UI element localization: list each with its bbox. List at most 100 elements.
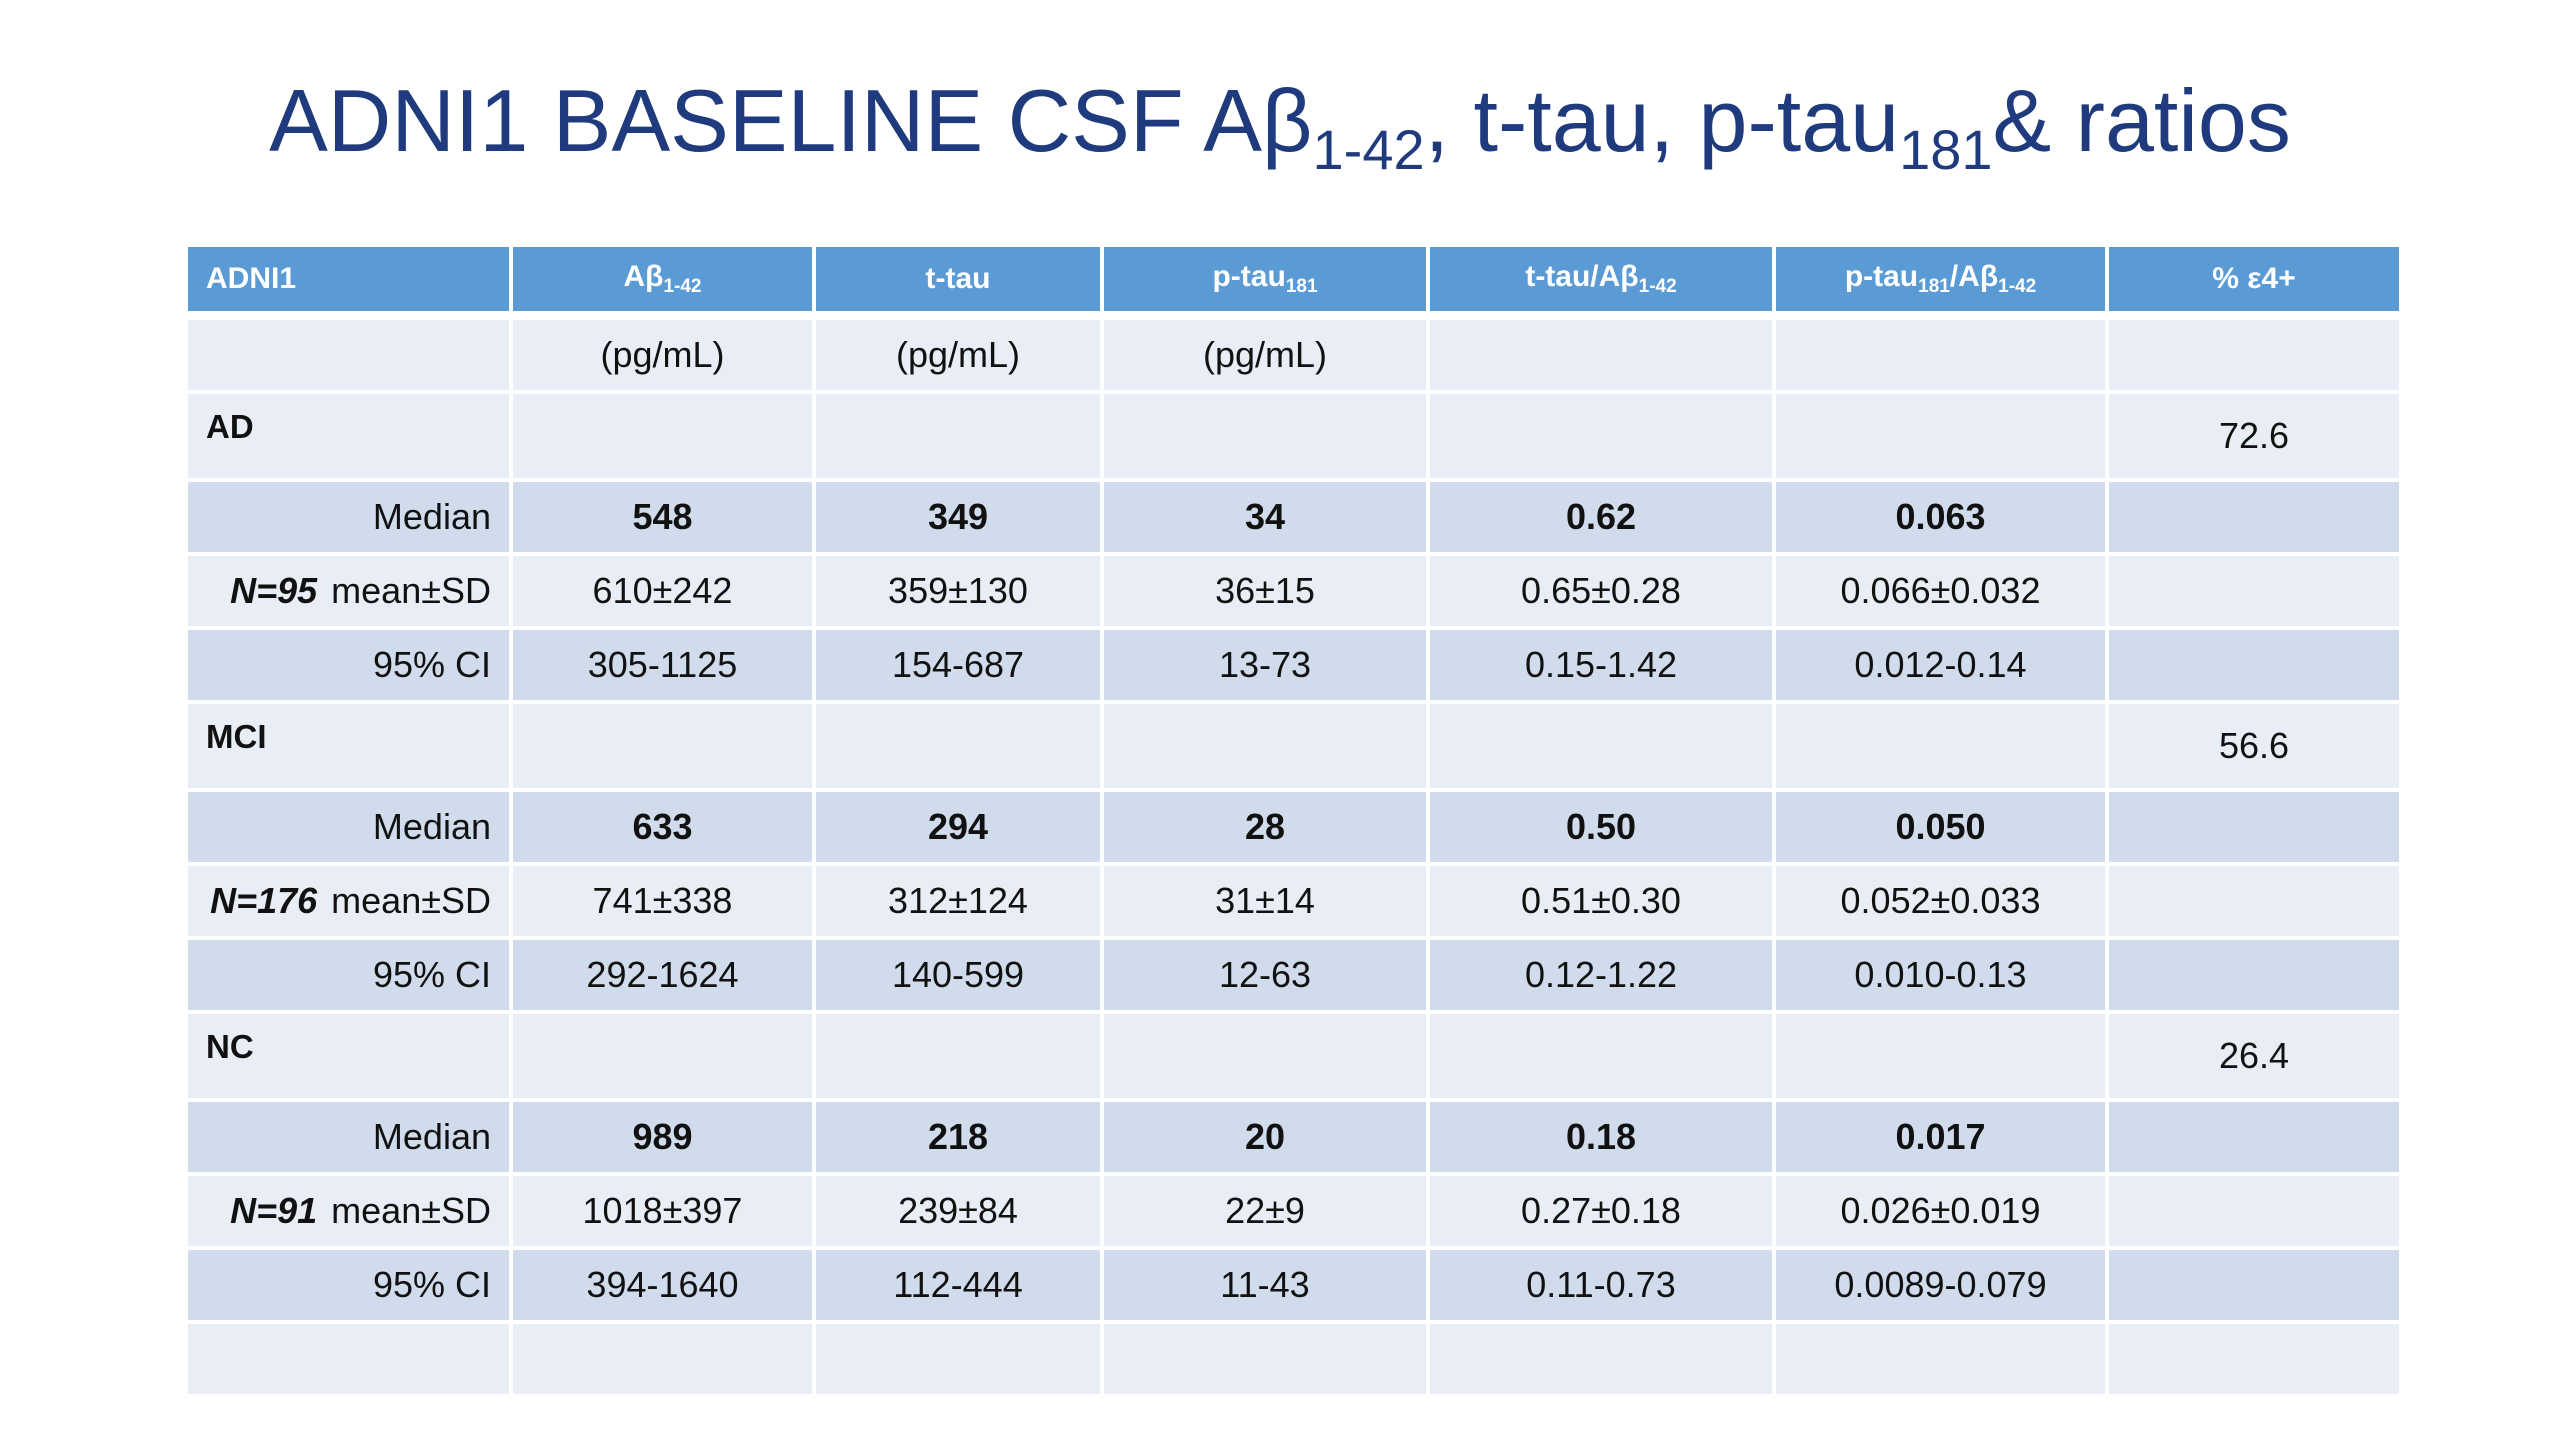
header-text: p-tau — [1844, 260, 1919, 293]
group-n: N=91 — [230, 1190, 318, 1231]
value-cell: 31±14 — [1100, 862, 1430, 940]
stat-label: Median — [372, 1116, 491, 1157]
header-cell: ADNI1 — [184, 243, 513, 320]
header-text: 1-42 — [1998, 276, 2037, 297]
value-cell: 0.11-0.73 — [1426, 1246, 1776, 1324]
data-table: ADNI1 Aβ1-42 t-tau p-tau181 t-tau/Aβ1-42 p-ta… — [184, 243, 2403, 1398]
title-part: 1-42 — [1312, 118, 1425, 181]
cell — [1100, 390, 1430, 482]
row-label: 95% CI — [184, 1246, 513, 1324]
value-cell: 610±242 — [509, 552, 816, 630]
table-row — [184, 1320, 2403, 1398]
table-row: N=91 mean±SD 1018±397 239±84 22±9 0.27±0.18 0.… — [184, 1172, 2403, 1250]
cell — [509, 700, 816, 792]
value-cell: 0.18 — [1426, 1098, 1776, 1176]
value-cell: 633 — [509, 788, 816, 866]
table-row: (pg/mL) (pg/mL) (pg/mL) — [184, 313, 2403, 394]
cell — [509, 1320, 816, 1398]
cell — [1100, 1010, 1430, 1102]
title: ADNI1 BASELINE CSF Aβ1-42, t-tau, p-tau1… — [0, 70, 2560, 182]
title-part: ADNI1 BASELINE CSF Aβ — [269, 71, 1313, 170]
cell — [1426, 1320, 1776, 1398]
cell — [509, 390, 816, 482]
header-cell: t-tau — [812, 243, 1104, 320]
cell — [2105, 936, 2403, 1014]
stat-label: Median — [372, 806, 491, 847]
cell — [1426, 313, 1776, 394]
value-cell: 34 — [1100, 478, 1430, 556]
cell — [2105, 478, 2403, 556]
value-cell: 11-43 — [1100, 1246, 1430, 1324]
value-cell: 36±15 — [1100, 552, 1430, 630]
value-cell: 0.15-1.42 — [1426, 626, 1776, 704]
cell — [1772, 1320, 2109, 1398]
cell — [1100, 1320, 1430, 1398]
group-name: NC — [184, 1010, 513, 1102]
table-row: MCI 56.6 — [184, 700, 2403, 792]
value-cell: 13-73 — [1100, 626, 1430, 704]
cell — [1772, 1010, 2109, 1102]
stat-label: mean±SD — [331, 570, 491, 611]
cell — [1426, 1010, 1776, 1102]
row-label: 95% CI — [184, 626, 513, 704]
value-cell: 741±338 — [509, 862, 816, 940]
cell — [184, 1320, 513, 1398]
value-cell: 394-1640 — [509, 1246, 816, 1324]
group-n: N=95 — [230, 570, 318, 611]
value-cell: 0.010-0.13 — [1772, 936, 2109, 1014]
value-cell: 0.0089-0.079 — [1772, 1246, 2109, 1324]
value-cell: 0.026±0.019 — [1772, 1172, 2109, 1250]
value-cell: 0.052±0.033 — [1772, 862, 2109, 940]
header-text: 181 — [1285, 276, 1318, 297]
table-row: NC 26.4 — [184, 1010, 2403, 1102]
cell — [2105, 552, 2403, 630]
stat-label: 95% CI — [372, 644, 491, 685]
cell — [1772, 390, 2109, 482]
cell — [812, 700, 1104, 792]
value-cell: 140-599 — [812, 936, 1104, 1014]
value-cell: 12-63 — [1100, 936, 1430, 1014]
cell — [812, 390, 1104, 482]
group-name: MCI — [184, 700, 513, 792]
value-cell: 292-1624 — [509, 936, 816, 1014]
cell — [1426, 700, 1776, 792]
value-cell: 548 — [509, 478, 816, 556]
stat-label: mean±SD — [331, 1190, 491, 1231]
cell — [812, 1010, 1104, 1102]
header-cell: p-tau181 — [1100, 243, 1430, 320]
pct-e4: 72.6 — [2105, 390, 2403, 482]
cell — [2105, 1246, 2403, 1324]
value-cell: 305-1125 — [509, 626, 816, 704]
table-row: 95% CI 305-1125 154-687 13-73 0.15-1.42 0.012… — [184, 626, 2403, 704]
header-text: Aβ — [623, 260, 664, 293]
title-part: 181 — [1899, 118, 1993, 181]
cell — [2105, 788, 2403, 866]
value-cell: 218 — [812, 1098, 1104, 1176]
cell — [2105, 626, 2403, 704]
value-cell: 0.066±0.032 — [1772, 552, 2109, 630]
cell — [2105, 1320, 2403, 1398]
table-row: ADNI1 Aβ1-42 t-tau p-tau181 t-tau/Aβ1-42 p-ta… — [184, 243, 2403, 320]
header-text: 181 — [1918, 276, 1950, 297]
group-n: N=176 — [210, 880, 318, 921]
value-cell: 0.62 — [1426, 478, 1776, 556]
cell — [509, 1010, 816, 1102]
value-cell: 294 — [812, 788, 1104, 866]
pct-e4: 26.4 — [2105, 1010, 2403, 1102]
value-cell: 0.012-0.14 — [1772, 626, 2109, 704]
table-row: 95% CI 394-1640 112-444 11-43 0.11-0.73 0.008… — [184, 1246, 2403, 1324]
row-label: N=95 mean±SD — [184, 552, 513, 630]
value-cell: 0.51±0.30 — [1426, 862, 1776, 940]
header-text: p-tau — [1212, 260, 1286, 293]
unit-cell: (pg/mL) — [1100, 313, 1430, 394]
header-text: t-tau — [925, 262, 991, 295]
stat-label: Median — [372, 496, 491, 537]
stat-label: 95% CI — [372, 1264, 491, 1305]
header-cell: t-tau/Aβ1-42 — [1426, 243, 1776, 320]
header-text: % ε4+ — [2212, 262, 2296, 295]
title-part: , t-tau, p-tau — [1424, 71, 1900, 170]
cell — [2105, 1172, 2403, 1250]
cell — [1772, 313, 2109, 394]
value-cell: 154-687 — [812, 626, 1104, 704]
